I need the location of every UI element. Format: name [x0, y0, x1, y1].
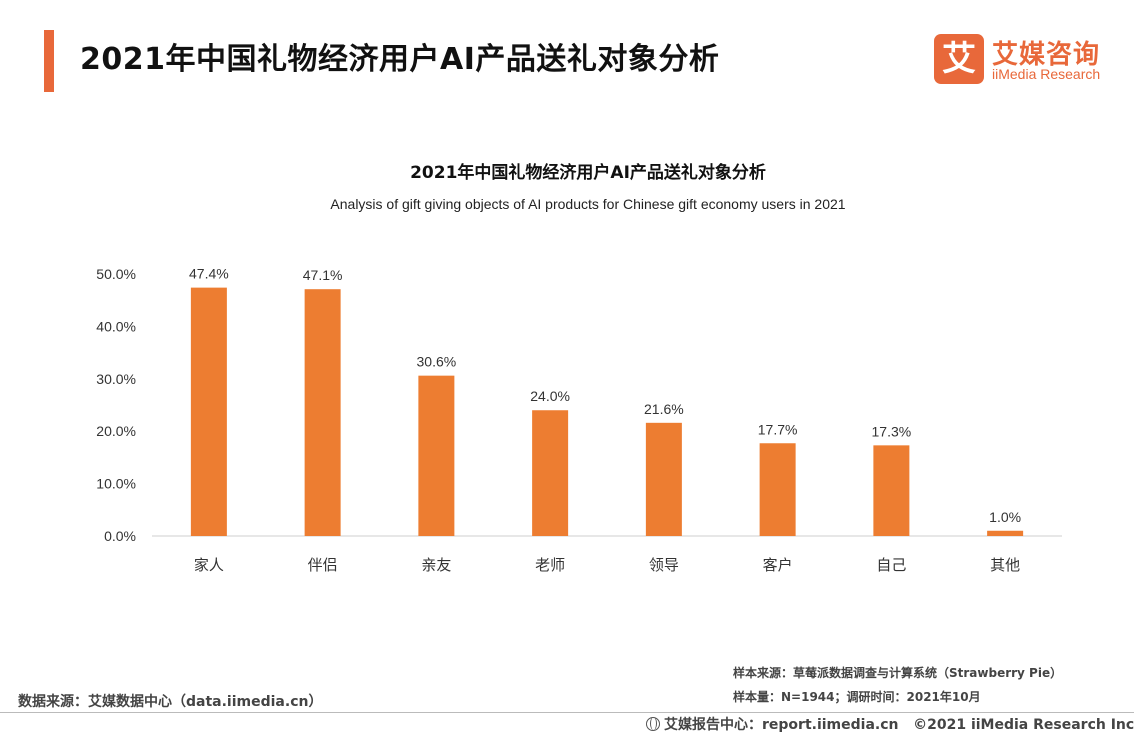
x-category-label: 其他: [990, 556, 1020, 574]
report-center: 艾媒报告中心：report.iimedia.cn: [664, 717, 899, 733]
bar-value-label: 30.6%: [417, 354, 457, 370]
bar: [304, 289, 341, 536]
y-tick-label: 40.0%: [96, 318, 136, 334]
page-title: 2021年中国礼物经济用户AI产品送礼对象分析: [80, 42, 720, 77]
bar: [873, 445, 910, 536]
y-tick-label: 30.0%: [96, 371, 136, 387]
y-tick-label: 50.0%: [96, 266, 136, 282]
bar: [645, 422, 682, 536]
x-category-label: 亲友: [421, 556, 451, 574]
bar: [987, 530, 1024, 536]
bar: [532, 410, 569, 536]
y-tick-label: 0.0%: [104, 528, 136, 544]
x-category-label: 客户: [763, 556, 793, 574]
bar-value-label: 47.4%: [189, 266, 229, 282]
logo-en-text: iiMedia Research: [992, 66, 1101, 82]
logo-cn-text: 艾媒咨询: [992, 40, 1101, 70]
data-source: 数据来源：艾媒数据中心（data.iimedia.cn）: [18, 694, 323, 710]
sample-source: 样本来源：草莓派数据调查与计算系统（Strawberry Pie）: [733, 666, 1063, 680]
bar: [418, 375, 455, 536]
sample-info: 样本量：N=1944；调研时间：2021年10月: [733, 690, 981, 704]
bar-value-label: 17.7%: [758, 421, 798, 437]
bar: [190, 287, 227, 536]
footer-divider: [0, 712, 1134, 713]
bars-group: [190, 287, 1024, 536]
bar-chart: 2021年中国礼物经济用户AI产品送礼对象分析 Analysis of gift…: [96, 162, 1062, 574]
x-category-label: 家人: [194, 556, 224, 574]
x-category-label: 伴侣: [308, 556, 338, 574]
bar: [759, 443, 796, 536]
bar-value-label: 21.6%: [644, 401, 684, 417]
logo-mark: 艾: [934, 34, 984, 84]
bar-value-label: 1.0%: [989, 509, 1021, 525]
bar-value-label: 24.0%: [530, 388, 570, 404]
title-accent-bar: [44, 30, 54, 92]
x-category-label: 自己: [876, 556, 906, 574]
iimedia-logo: 艾 艾媒咨询 iiMedia Research: [934, 34, 1124, 86]
chart-subtitle: Analysis of gift giving objects of AI pr…: [330, 196, 845, 212]
bar-value-label: 17.3%: [872, 423, 912, 439]
chart-title: 2021年中国礼物经济用户AI产品送礼对象分析: [410, 162, 766, 183]
x-category-label: 老师: [535, 556, 565, 574]
y-tick-label: 10.0%: [96, 476, 136, 492]
y-axis-ticks: 0.0% 10.0% 20.0% 30.0% 40.0% 50.0%: [96, 266, 136, 544]
value-labels-group: 47.4% 47.1% 30.6% 24.0% 21.6% 17.7% 17.3% 1.0%: [189, 266, 1021, 525]
x-axis-labels: 家人 伴侣 亲友 老师 领导 客户 自己 其他: [194, 556, 1020, 574]
x-category-label: 领导: [649, 556, 679, 574]
copyright: ©2021 iiMedia Research Inc: [913, 717, 1134, 733]
y-tick-label: 20.0%: [96, 423, 136, 439]
footer-bottom: 艾媒报告中心：report.iimedia.cn ©2021 iiMedia R…: [646, 714, 1134, 734]
bar-value-label: 47.1%: [303, 267, 343, 283]
globe-icon: [646, 717, 660, 731]
